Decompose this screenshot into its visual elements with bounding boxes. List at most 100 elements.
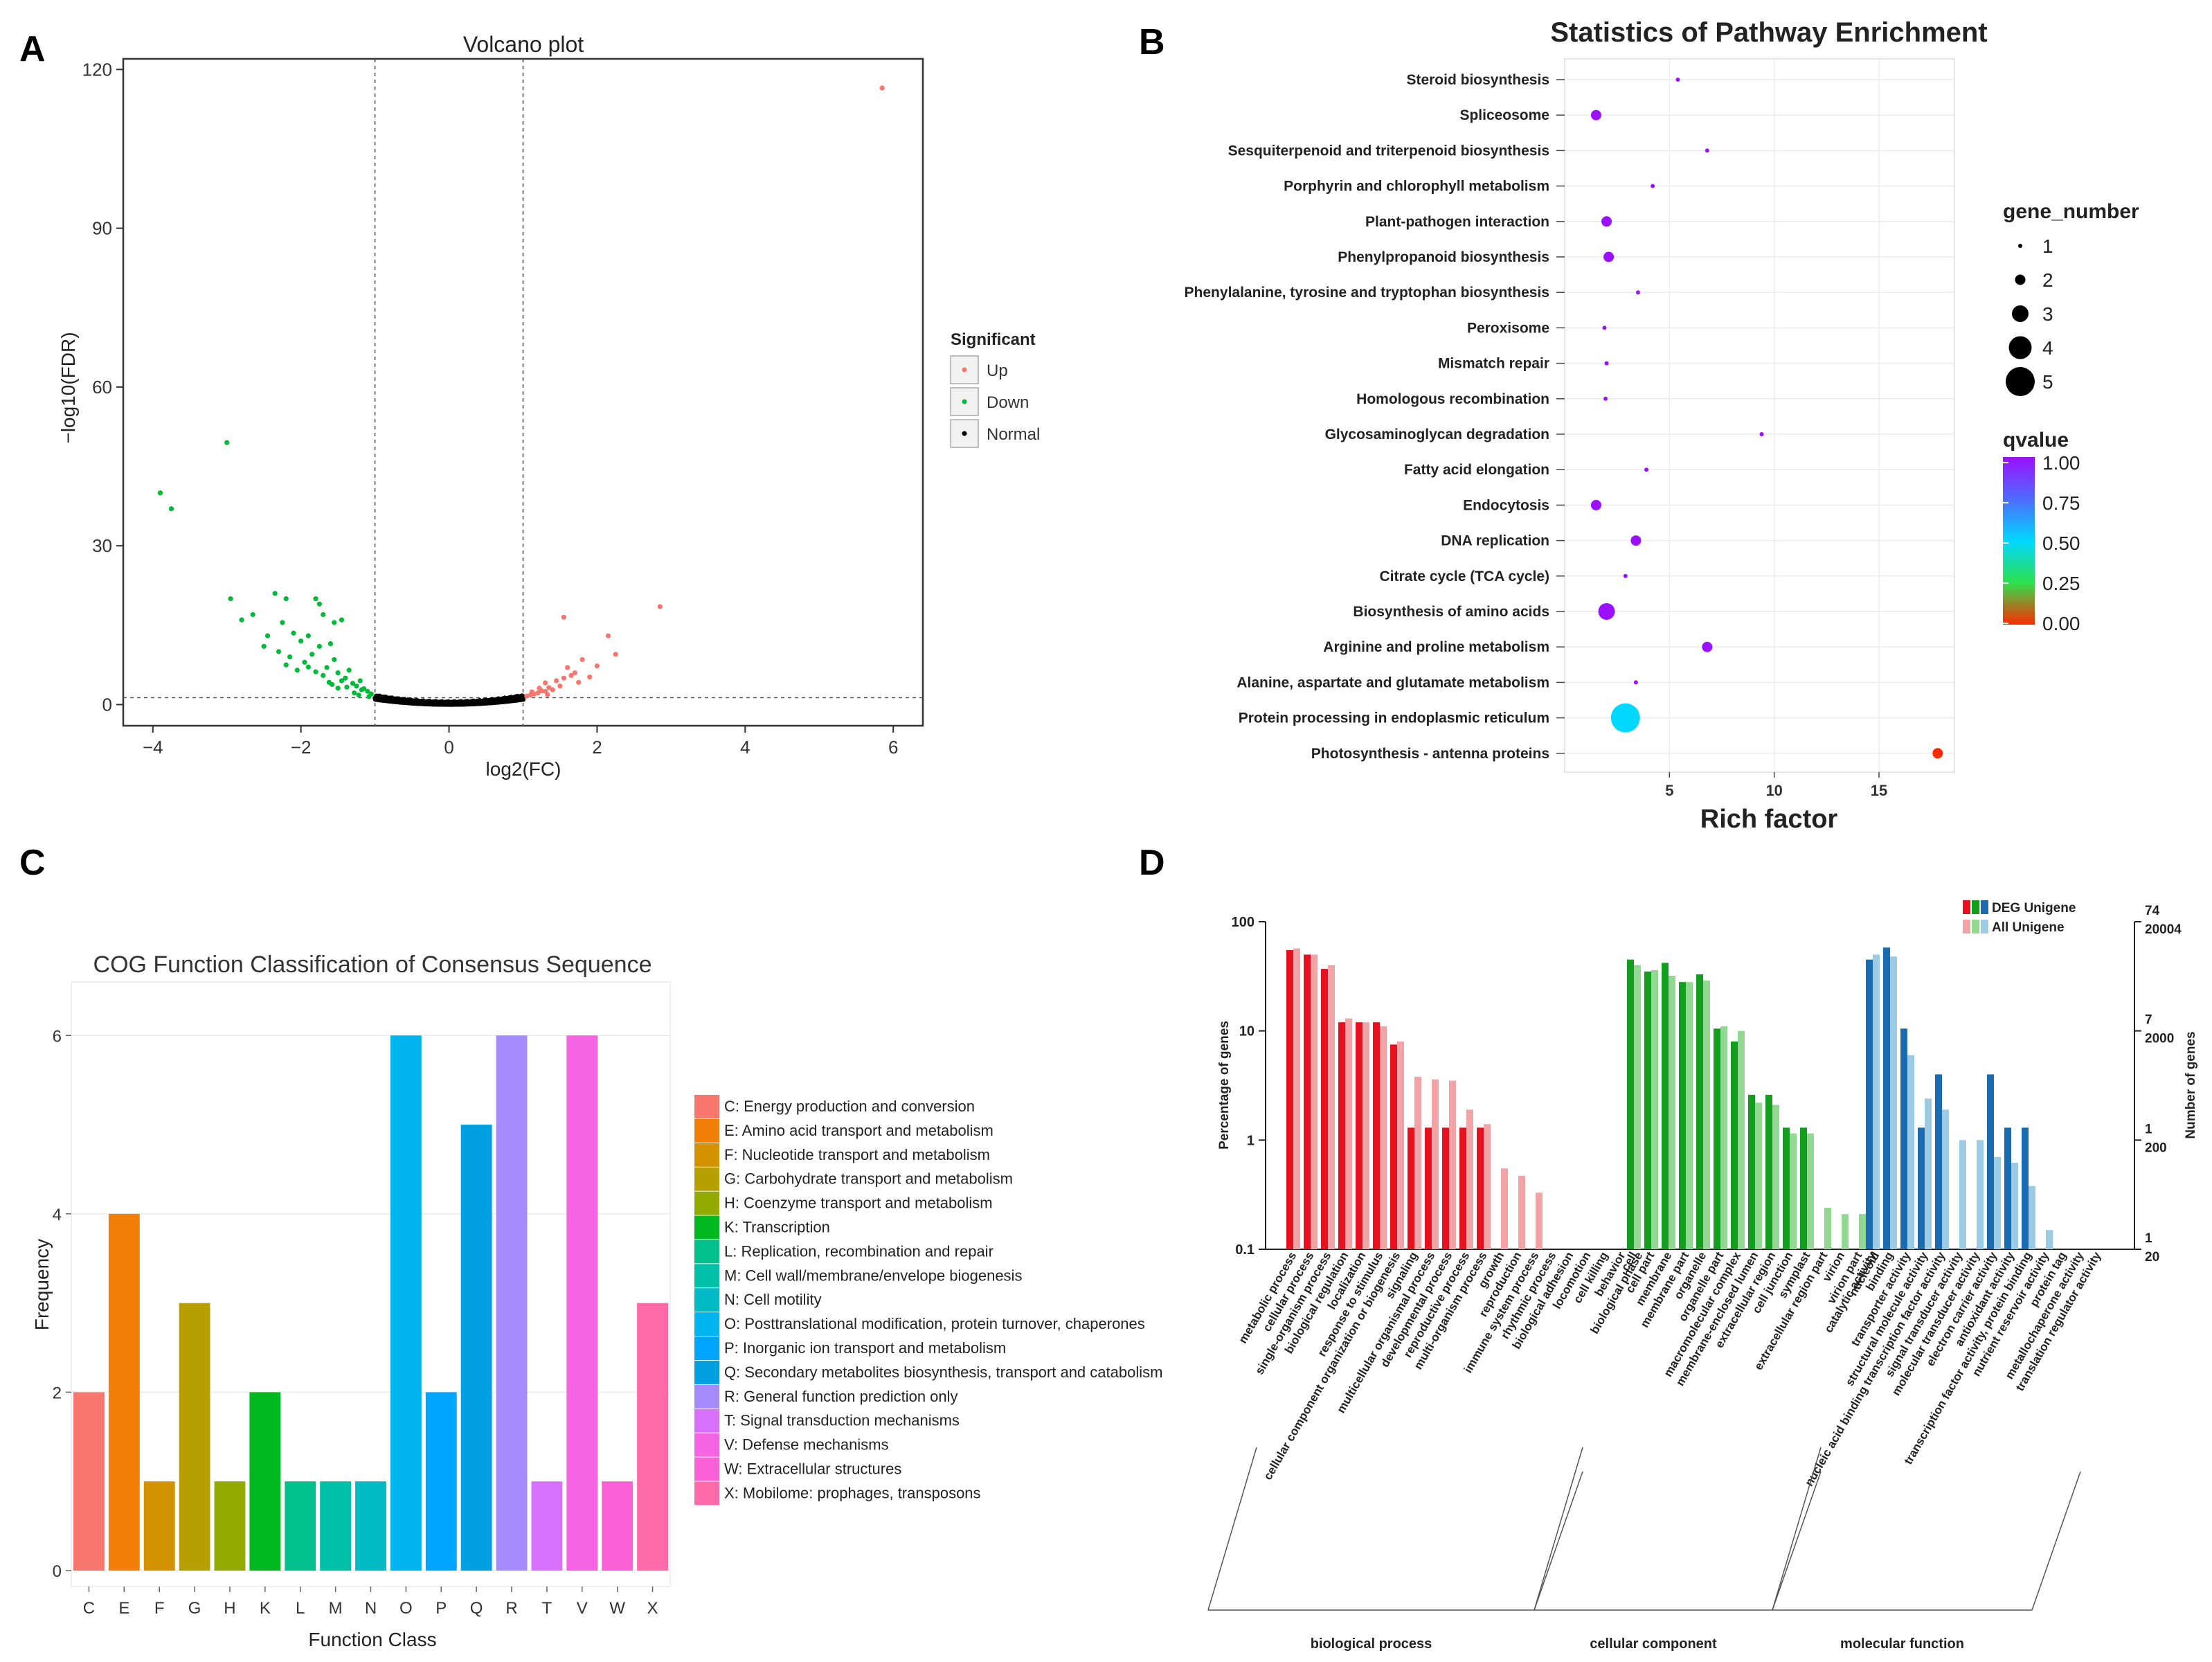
pathway-point — [1601, 216, 1612, 227]
volcano-point-down — [239, 617, 244, 623]
cog-legend-key — [694, 1312, 719, 1337]
go-bar-all — [1501, 1168, 1508, 1249]
volcano-point-down — [366, 694, 372, 699]
volcano-x-label: log2(FC) — [486, 758, 561, 780]
enrichment-grid — [1565, 59, 1954, 772]
go-bar-all — [1345, 1018, 1352, 1249]
volcano-point-up — [529, 689, 534, 695]
volcano-point-up — [557, 683, 563, 689]
cog-x-tick-label: M — [329, 1599, 343, 1618]
size-legend-label: 5 — [2042, 371, 2053, 393]
cog-legend-label: F: Nucleotide transport and metabolism — [724, 1146, 990, 1163]
pathway-label: Phenylpropanoid biosynthesis — [1338, 249, 1549, 265]
pathway-label: Glycosaminoglycan degradation — [1325, 427, 1549, 443]
go-bar-all — [1824, 1208, 1831, 1249]
enrichment-panel: Statistics of Pathway Enrichment Steroid… — [1185, 17, 2139, 834]
go-bar-deg — [1304, 954, 1311, 1249]
pathway-point — [1651, 184, 1655, 188]
volcano-point-down — [283, 596, 289, 602]
volcano-point-down — [264, 633, 271, 638]
go-bar-all — [1449, 1080, 1456, 1249]
volcano-point-down — [326, 679, 332, 685]
go-bar-all — [1634, 965, 1641, 1249]
go-bar-all — [1842, 1214, 1849, 1249]
legend-label-normal: Normal — [987, 425, 1040, 444]
go-bar-all — [1859, 1214, 1866, 1249]
volcano-point-up — [879, 85, 885, 91]
cog-legend-key — [694, 1481, 719, 1505]
pathway-label: Peroxisome — [1467, 320, 1549, 336]
go-bar-all — [1311, 954, 1318, 1249]
go-bars — [1286, 947, 2053, 1249]
volcano-point-up — [545, 692, 550, 697]
go-group-brackets: biological process cellular component mole… — [1207, 1447, 2081, 1652]
cog-y-tick-label: 2 — [53, 1384, 62, 1402]
size-legend-dot — [2012, 305, 2029, 322]
go-bar-deg — [1286, 949, 1293, 1249]
cog-legend-key — [694, 1118, 719, 1143]
cog-x-tick-label: C — [83, 1599, 95, 1618]
pathway-label: Biosynthesis of amino acids — [1353, 604, 1549, 620]
enrichment-x-tick-label: 15 — [1871, 782, 1887, 799]
cog-bar — [637, 1303, 668, 1571]
cog-legend-label: M: Cell wall/membrane/envelope biogenesi… — [724, 1267, 1022, 1284]
go-group-label: molecular function — [1840, 1636, 1964, 1652]
pathway-point — [1635, 290, 1640, 295]
volcano-point-down — [324, 665, 330, 670]
pathway-label: Alanine, aspartate and glutamate metabol… — [1237, 674, 1549, 690]
panel-label-d: D — [1139, 843, 1165, 883]
go-right-tick-deg: 7 — [2145, 1013, 2152, 1028]
go-bar-deg — [1900, 1028, 1907, 1249]
cog-legend-label: G: Carbohydrate transport and metabolism — [724, 1170, 1013, 1188]
cog-title: COG Function Classification of Consensus… — [93, 951, 652, 978]
cog-bars — [73, 1035, 668, 1571]
go-y-tick-label: 1 — [1247, 1133, 1255, 1148]
go-bar-all — [1890, 956, 1897, 1249]
cog-x-tick-label: X — [647, 1599, 658, 1618]
cog-legend: C: Energy production and conversion E: Am… — [694, 1095, 1162, 1505]
go-legend-all-label: All Unigene — [1992, 920, 2065, 935]
pathway-label: Arginine and proline metabolism — [1323, 639, 1549, 655]
go-bar-all — [1686, 982, 1693, 1249]
volcano-x-tick-label: 4 — [740, 737, 750, 758]
cog-bar — [285, 1481, 316, 1571]
cog-x-tick-label: H — [224, 1599, 235, 1618]
go-legend-all-blue — [1981, 920, 1988, 933]
cog-legend-label: C: Energy production and conversion — [724, 1098, 975, 1115]
cog-legend-label: V: Defense mechanisms — [724, 1436, 889, 1454]
enrichment-plot-area — [1564, 58, 1955, 773]
volcano-point-down — [228, 596, 233, 602]
pathway-point — [1932, 748, 1943, 759]
go-bar-deg — [1883, 947, 1890, 1249]
volcano-point-down — [316, 643, 323, 649]
cog-legend-label: R: General function prediction only — [724, 1388, 958, 1405]
cog-y-tick-label: 0 — [53, 1562, 62, 1581]
enrichment-title: Statistics of Pathway Enrichment — [1550, 17, 1987, 48]
cog-bar — [496, 1035, 528, 1571]
cog-y-ticks: 0 2 4 6 — [53, 1027, 71, 1581]
volcano-y-tick-label: 30 — [92, 535, 112, 556]
volcano-point-up — [565, 665, 570, 670]
colorbar-tick-label: 0.75 — [2042, 492, 2080, 514]
go-bar-all — [1466, 1109, 1473, 1249]
go-bar-all — [1807, 1133, 1814, 1249]
volcano-point-down — [309, 652, 315, 657]
go-bar-deg — [1783, 1127, 1790, 1249]
pathway-point — [1630, 535, 1642, 546]
volcano-point-up — [605, 633, 611, 638]
go-right-tick-all: 2000 — [2145, 1032, 2174, 1046]
go-bar-all — [1536, 1192, 1543, 1249]
go-right-tick-deg: 1 — [2145, 1122, 2152, 1136]
cog-bar — [320, 1481, 352, 1571]
pathway-label: Plant-pathogen interaction — [1365, 214, 1549, 230]
volcano-point-up — [561, 675, 566, 681]
cog-legend-label: O: Posttranslational modification, prote… — [724, 1315, 1145, 1332]
panel-label-c: C — [19, 843, 46, 883]
legend-label-down: Down — [987, 393, 1029, 412]
go-legend-deg-label: DEG Unigene — [1992, 901, 2076, 915]
cog-x-tick-label: T — [542, 1599, 552, 1618]
size-legend-label: 4 — [2042, 337, 2053, 359]
pathway-label: Mismatch repair — [1438, 356, 1549, 372]
go-bar-all — [1925, 1098, 1932, 1249]
volcano-point-down — [305, 633, 311, 638]
